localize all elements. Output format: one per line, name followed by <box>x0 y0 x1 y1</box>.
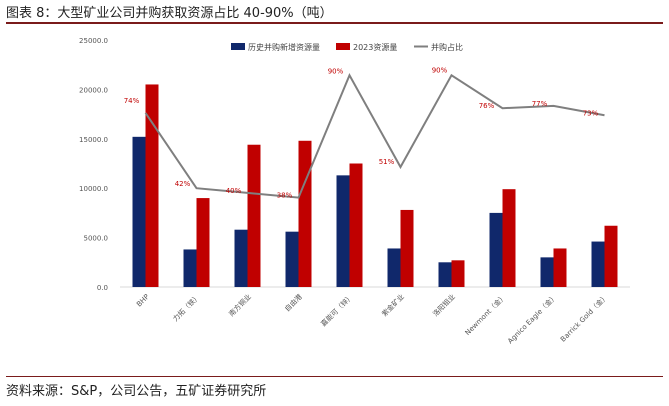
bar-series1 <box>234 229 248 287</box>
footer-divider <box>6 376 663 377</box>
bar-series1 <box>132 136 146 287</box>
legend-swatch-series2 <box>336 43 350 50</box>
bar-series1 <box>540 257 554 287</box>
x-tick-label: 洛阳钼业 <box>431 292 457 318</box>
y-tick-label: 5000.0 <box>84 235 109 243</box>
line-series <box>144 72 605 199</box>
bar-series2 <box>502 189 516 287</box>
y-tick-label: 15000.0 <box>79 136 108 144</box>
line-point-label: 90% <box>328 67 344 75</box>
line-point-label: 90% <box>432 66 448 74</box>
line-point-label: 40% <box>226 187 242 195</box>
bar-series2 <box>247 144 261 287</box>
bar-series1 <box>489 212 503 287</box>
x-tick-label: 南方铜业 <box>227 292 253 318</box>
title-divider <box>6 22 663 24</box>
bar-series1 <box>387 248 401 287</box>
line-point-label: 76% <box>479 102 495 110</box>
x-tick-label: 紫金矿业 <box>380 292 406 318</box>
line-point-label: 77% <box>532 100 548 108</box>
line-point-label: 42% <box>175 180 191 188</box>
line-point-label: 73% <box>583 109 599 117</box>
bar-series2 <box>604 225 618 287</box>
source-note: 资料来源：S&P，公司公告，五矿证券研究所 <box>6 384 267 399</box>
bar-series1 <box>183 249 197 287</box>
line-point-label: 51% <box>379 158 395 166</box>
legend-swatch-series1 <box>231 43 245 50</box>
chart-title: 图表 8：大型矿业公司并购获取资源占比 40-90%（吨） <box>6 6 333 21</box>
bar-series1 <box>285 231 299 287</box>
bar-series2 <box>145 84 159 288</box>
x-tick-label: 力拓（铁） <box>171 292 202 323</box>
bar-series2 <box>451 260 465 287</box>
legend-label-series2: 2023资源量 <box>353 42 397 52</box>
bar-series1 <box>591 241 605 287</box>
x-tick-label: Agnico Eagle（金） <box>506 292 559 345</box>
y-tick-label: 0.0 <box>97 284 108 292</box>
x-tick-label: Barrick Gold（金） <box>558 292 610 344</box>
bar-series1 <box>336 175 350 287</box>
x-tick-label: Newmont（金） <box>463 292 508 337</box>
bar-series2 <box>196 198 210 287</box>
x-tick-label: BHP <box>135 293 151 309</box>
x-tick-label: 嘉能可（锌） <box>319 292 355 328</box>
x-tick-label: 自由港 <box>283 292 304 313</box>
bar-series2 <box>553 248 567 287</box>
legend-label-series1: 历史并购新增资源量 <box>248 42 320 52</box>
chart-svg: 0.0 5000.0 10000.0 15000.0 20000.0 25000.0 74… <box>79 37 630 345</box>
bar-series1 <box>438 262 452 287</box>
bar-series2 <box>349 163 363 287</box>
y-tick-label: 20000.0 <box>79 86 108 94</box>
y-tick-label: 10000.0 <box>79 185 108 193</box>
line-point-label: 38% <box>277 192 293 200</box>
bar-series2 <box>400 209 414 287</box>
bar-series2 <box>298 140 312 287</box>
y-tick-label: 25000.0 <box>79 37 108 45</box>
legend-label-line: 并购占比 <box>431 42 463 52</box>
line-point-label: 74% <box>124 97 140 105</box>
